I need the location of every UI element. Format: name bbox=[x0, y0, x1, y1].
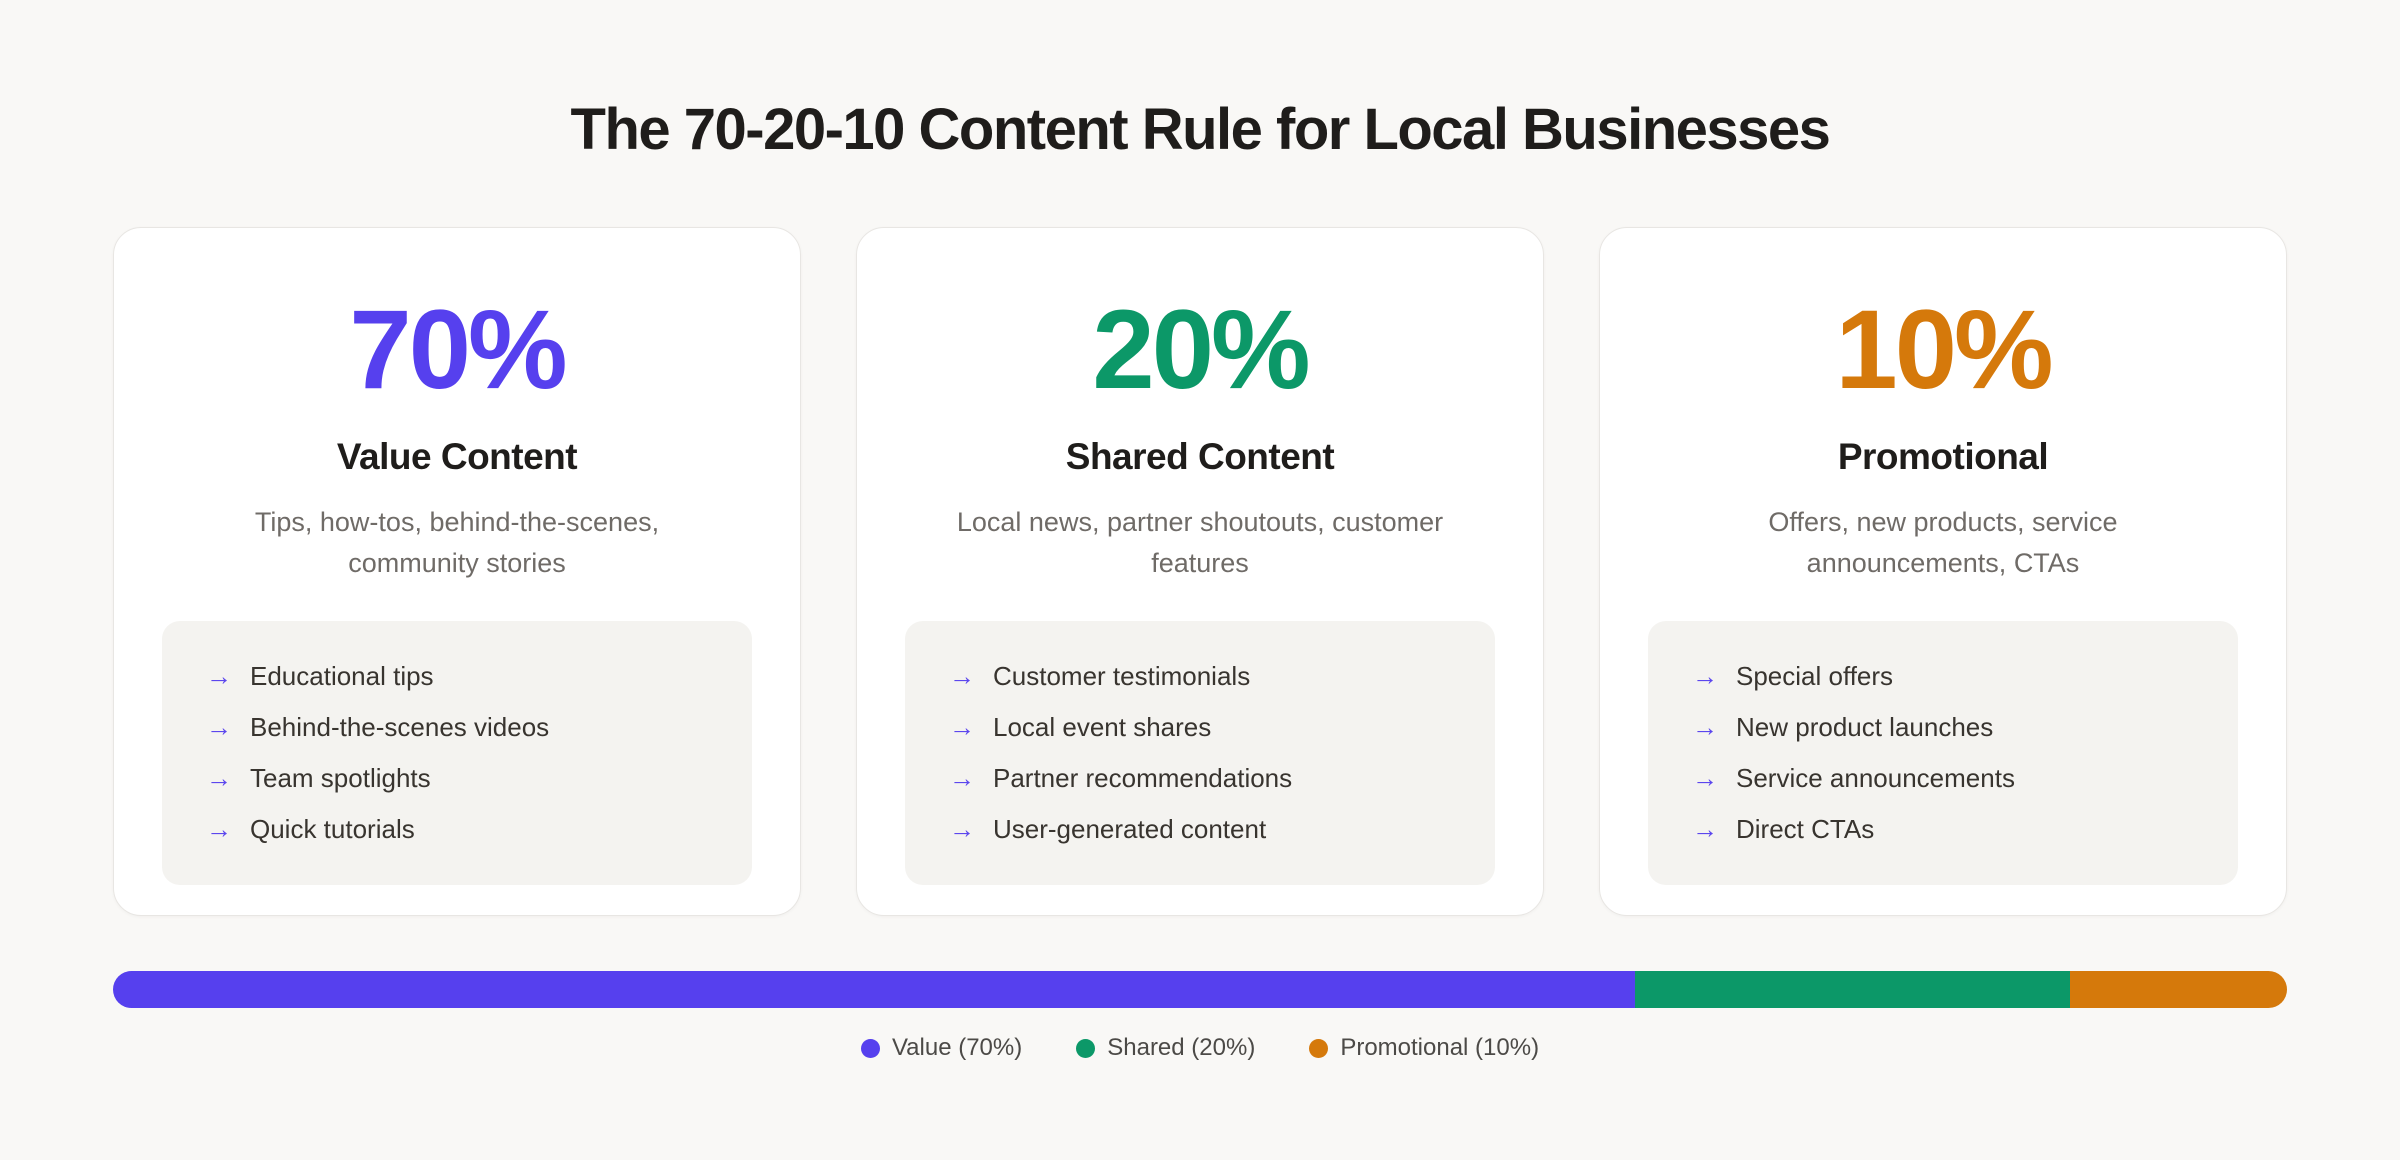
list-item: → Quick tutorials bbox=[206, 814, 708, 845]
arrow-right-icon: → bbox=[949, 763, 975, 793]
list-item: → Customer testimonials bbox=[949, 661, 1451, 692]
legend-item-shared: Shared (20%) bbox=[1076, 1034, 1255, 1062]
list-item: → Local event shares bbox=[949, 712, 1451, 743]
list-item: → Partner recommendations bbox=[949, 763, 1451, 794]
card-heading-value: Value Content bbox=[336, 436, 578, 477]
card-description-promotional: Offers, new products, service announceme… bbox=[1768, 507, 2118, 578]
list-item-label: User-generated content bbox=[993, 814, 1267, 844]
arrow-right-icon: → bbox=[1692, 712, 1718, 742]
arrow-right-icon: → bbox=[206, 712, 232, 742]
card-shared-content: 20% Shared Content Local news, partner s… bbox=[856, 227, 1544, 916]
percent-shared: 20% bbox=[1092, 287, 1310, 412]
bar-segment-value bbox=[113, 971, 1635, 1008]
arrow-right-icon: → bbox=[1692, 763, 1718, 793]
card-description-value: Tips, how-tos, behind-the-scenes, commun… bbox=[254, 507, 660, 578]
list-item: → Behind-the-scenes videos bbox=[206, 712, 708, 743]
list-item: → Direct CTAs bbox=[1692, 814, 2194, 845]
list-item-label: Local event shares bbox=[993, 712, 1212, 742]
list-item: → User-generated content bbox=[949, 814, 1451, 845]
list-item-label: Partner recommendations bbox=[993, 763, 1293, 793]
list-item-label: Special offers bbox=[1736, 661, 1894, 691]
list-item-label: Customer testimonials bbox=[993, 661, 1251, 691]
card-promotional: 10% Promotional Offers, new products, se… bbox=[1599, 227, 2287, 916]
list-item-label: Direct CTAs bbox=[1736, 814, 1875, 844]
list-item: → Service announcements bbox=[1692, 763, 2194, 794]
card-list-promotional: → Special offers → New product launches … bbox=[1648, 621, 2238, 885]
card-value-content: 70% Value Content Tips, how-tos, behind-… bbox=[113, 227, 801, 916]
arrow-right-icon: → bbox=[206, 814, 232, 844]
card-heading-shared: Shared Content bbox=[1065, 436, 1335, 477]
arrow-right-icon: → bbox=[1692, 661, 1718, 691]
legend-item-value: Value (70%) bbox=[860, 1034, 1023, 1062]
legend-label-value: Value (70%) bbox=[891, 1034, 1023, 1061]
list-item-label: Team spotlights bbox=[250, 763, 431, 793]
stacked-proportion-bar bbox=[113, 971, 2287, 1008]
list-item-label: New product launches bbox=[1736, 712, 1994, 742]
list-item-label: Quick tutorials bbox=[250, 814, 415, 844]
arrow-right-icon: → bbox=[949, 712, 975, 742]
card-list-value: → Educational tips → Behind-the-scenes v… bbox=[162, 621, 752, 885]
legend-dot-shared bbox=[1076, 1038, 1096, 1058]
arrow-right-icon: → bbox=[949, 814, 975, 844]
list-item: → Educational tips bbox=[206, 661, 708, 692]
percent-value: 70% bbox=[349, 287, 567, 412]
list-item: → Special offers bbox=[1692, 661, 2194, 692]
bar-segment-shared bbox=[1634, 971, 2070, 1008]
list-item-label: Service announcements bbox=[1736, 763, 2015, 793]
card-description-shared: Local news, partner shoutouts, customer … bbox=[956, 507, 1444, 578]
list-item-label: Behind-the-scenes videos bbox=[250, 712, 550, 742]
legend-label-promotional: Promotional (10%) bbox=[1340, 1034, 1540, 1061]
page-title: The 70-20-10 Content Rule for Local Busi… bbox=[570, 97, 1831, 162]
list-item: → New product launches bbox=[1692, 712, 2194, 743]
card-list-shared: → Customer testimonials → Local event sh… bbox=[905, 621, 1495, 885]
arrow-right-icon: → bbox=[206, 661, 232, 691]
arrow-right-icon: → bbox=[1692, 814, 1718, 844]
legend-item-promotional: Promotional (10%) bbox=[1309, 1034, 1539, 1062]
bar-segment-promotional bbox=[2069, 971, 2287, 1008]
percent-promotional: 10% bbox=[1835, 287, 2053, 412]
legend-label-shared: Shared (20%) bbox=[1107, 1034, 1256, 1061]
legend-dot-promotional bbox=[1309, 1038, 1329, 1058]
cards-row: 70% Value Content Tips, how-tos, behind-… bbox=[0, 227, 2400, 916]
list-item: → Team spotlights bbox=[206, 763, 708, 794]
legend: Value (70%) Shared (20%) Promotional (10… bbox=[0, 1034, 2400, 1062]
arrow-right-icon: → bbox=[949, 661, 975, 691]
arrow-right-icon: → bbox=[206, 763, 232, 793]
list-item-label: Educational tips bbox=[250, 661, 434, 691]
legend-dot-value bbox=[860, 1038, 880, 1058]
card-heading-promotional: Promotional bbox=[1837, 436, 2049, 477]
